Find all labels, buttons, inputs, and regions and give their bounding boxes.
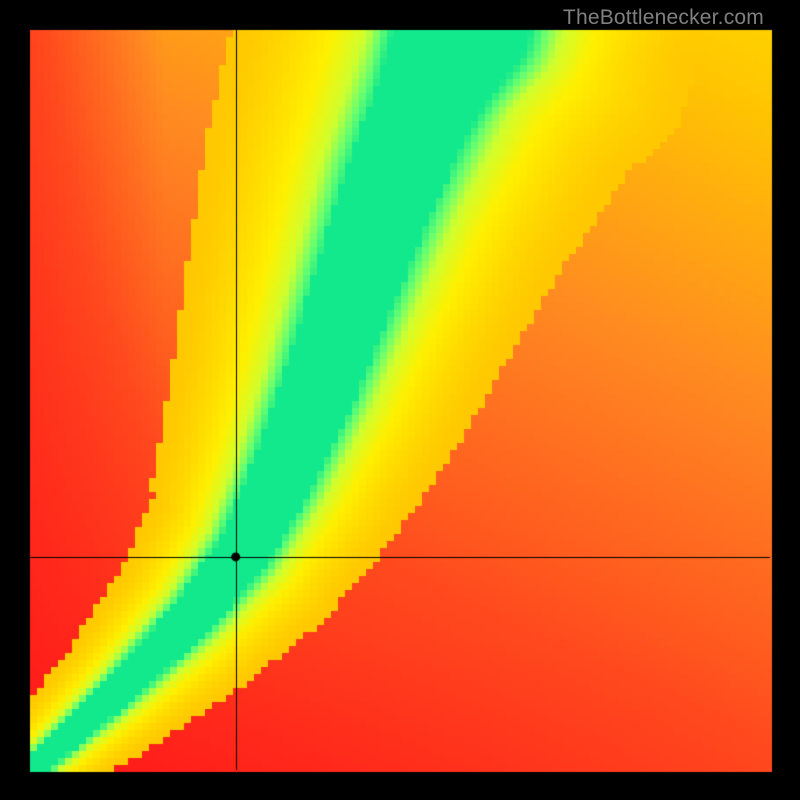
bottleneck-heatmap [0,0,800,800]
watermark-text: TheBottlenecker.com [563,6,764,30]
